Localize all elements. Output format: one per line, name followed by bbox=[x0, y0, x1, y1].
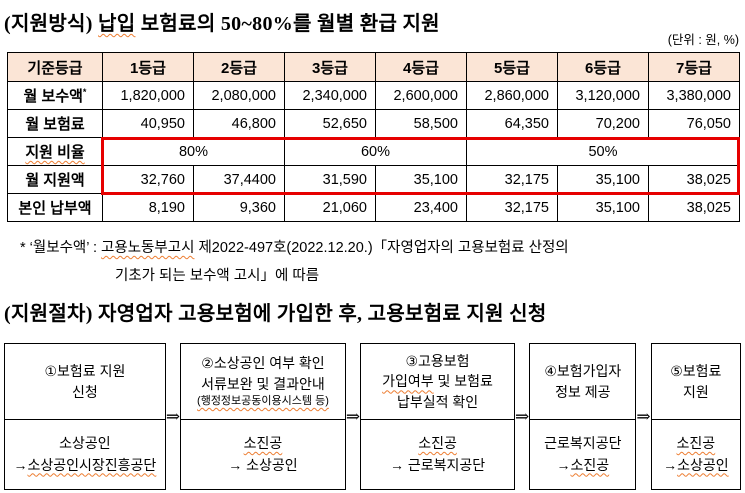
flow-step-4-action: ④보험가입자 정보 제공 bbox=[530, 344, 636, 420]
header-grade-2: 2등급 bbox=[193, 52, 285, 82]
right-arrow-icon: → bbox=[228, 456, 247, 473]
cell-support-3: 31,590 bbox=[284, 165, 376, 194]
flow-step-5: ⑤보험료 지원 소진공 →소상공인 bbox=[650, 343, 742, 490]
flow-arrow-4: ⇒ bbox=[636, 343, 650, 490]
flow-step-1: ①보험료 지원 신청 소상공인 →소상공인시장진흥공단 bbox=[4, 343, 166, 490]
table-header-row: 기준등급 1등급 2등급 3등급 4등급 5등급 6등급 7등급 bbox=[7, 52, 740, 82]
footnote-line-2: 기초가 되는 보수액 고시」에 따름 bbox=[115, 268, 320, 285]
double-arrow-icon: ⇒ bbox=[165, 406, 181, 426]
flow-step-3-actors: 소진공 → 근로복지공단 bbox=[389, 434, 486, 473]
header-grade-4: 4등급 bbox=[375, 52, 467, 82]
footnote-line-1: * ‘월보수액’ : 고용노동부고시 제2022-497호(2022.12.20… bbox=[20, 240, 569, 256]
right-arrow-icon: → bbox=[556, 456, 571, 473]
cell-selfpay-7: 38,025 bbox=[648, 193, 740, 222]
row-self-payment: 본인 납부액 8,190 9,360 21,060 23,400 32,175 … bbox=[7, 193, 740, 222]
flow-arrow-3: ⇒ bbox=[515, 343, 529, 490]
cell-wage-6: 3,120,000 bbox=[557, 81, 649, 110]
asterisk-marker: * bbox=[82, 87, 87, 97]
header-grade-3: 3등급 bbox=[284, 52, 376, 82]
cell-wage-1: 1,820,000 bbox=[102, 81, 194, 110]
flow-step-3: ③고용보험 가입여부 및 보험료 납부실적 확인 소진공 → 근로복지공단 bbox=[360, 343, 515, 490]
cell-support-4: 35,100 bbox=[375, 165, 467, 194]
flow-step-2-action: ②소상공인 여부 확인 서류보완 및 결과안내 (행정정보공동이용시스템 등) bbox=[181, 344, 345, 420]
row-support-ratio: 지원 비율 80% 60% 50% bbox=[7, 137, 740, 166]
cell-wage-2: 2,080,000 bbox=[193, 81, 285, 110]
row-label-support-ratio: 지원 비율 bbox=[7, 137, 103, 166]
row-label-monthly-premium: 월 보험료 bbox=[7, 109, 103, 138]
double-arrow-icon: ⇒ bbox=[514, 406, 530, 426]
cell-wage-3: 2,340,000 bbox=[284, 81, 376, 110]
header-grade-6: 6등급 bbox=[557, 52, 649, 82]
double-arrow-icon: ⇒ bbox=[345, 406, 361, 426]
header-grade-label: 기준등급 bbox=[7, 52, 103, 82]
procedure-title: (지원절차) 자영업자 고용보험에 가입한 후, 고용보험료 지원 신청 bbox=[4, 303, 547, 325]
cell-support-1: 32,760 bbox=[102, 165, 194, 194]
row-label-monthly-support: 월 지원액 bbox=[7, 165, 103, 194]
support-method-title: (지원방식) 납입 보험료의 50~80%를 월별 환급 지원 bbox=[4, 7, 440, 36]
cell-support-5: 32,175 bbox=[466, 165, 558, 194]
support-table: 기준등급 1등급 2등급 3등급 4등급 5등급 6등급 7등급 월 보수액* … bbox=[7, 52, 740, 222]
row-monthly-support: 월 지원액 32,760 37,4400 31,590 35,100 32,17… bbox=[7, 165, 740, 194]
flow-step-1-action: ①보험료 지원 신청 bbox=[5, 344, 165, 420]
cell-premium-1: 40,950 bbox=[102, 109, 194, 138]
cell-support-2: 37,4400 bbox=[193, 165, 285, 194]
flow-arrow-1: ⇒ bbox=[166, 343, 180, 490]
unit-note: (단위 : 원, %) bbox=[667, 33, 739, 47]
flow-step-2: ②소상공인 여부 확인 서류보완 및 결과안내 (행정정보공동이용시스템 등) … bbox=[180, 343, 346, 490]
row-monthly-wage: 월 보수액* 1,820,000 2,080,000 2,340,000 2,6… bbox=[7, 81, 740, 110]
row-label-monthly-wage: 월 보수액* bbox=[7, 81, 103, 110]
cell-selfpay-4: 23,400 bbox=[375, 193, 467, 222]
flow-arrow-2: ⇒ bbox=[346, 343, 360, 490]
cell-selfpay-3: 21,060 bbox=[284, 193, 376, 222]
support-table-wrap: 기준등급 1등급 2등급 3등급 4등급 5등급 6등급 7등급 월 보수액* … bbox=[7, 52, 740, 222]
title1-prefix: (지원방식) bbox=[4, 13, 99, 35]
flow-step-4-actors: 근로복지공단 →소진공 bbox=[544, 434, 622, 473]
flow-step-5-actors: 소진공 →소상공인 bbox=[663, 434, 729, 473]
cell-selfpay-5: 32,175 bbox=[466, 193, 558, 222]
flow-step-2-actors: 소진공 → 소상공인 bbox=[228, 434, 298, 473]
cell-premium-6: 70,200 bbox=[557, 109, 649, 138]
cell-ratio-50: 50% bbox=[466, 137, 740, 166]
header-grade-1: 1등급 bbox=[102, 52, 194, 82]
title1-percent-range: 50~80% bbox=[220, 13, 294, 35]
footnote: * ‘월보수액’ : 고용노동부고시 제2022-497호(2022.12.20… bbox=[20, 234, 569, 291]
flow-step-5-action: ⑤보험료 지원 bbox=[651, 344, 741, 420]
cell-premium-2: 46,800 bbox=[193, 109, 285, 138]
cell-ratio-60: 60% bbox=[284, 137, 467, 166]
cell-premium-7: 76,050 bbox=[648, 109, 740, 138]
cell-selfpay-2: 9,360 bbox=[193, 193, 285, 222]
cell-selfpay-1: 8,190 bbox=[102, 193, 194, 222]
right-arrow-icon: → bbox=[663, 456, 678, 473]
title1-mid: 보험료의 bbox=[135, 13, 221, 35]
header-grade-5: 5등급 bbox=[466, 52, 558, 82]
procedure-flow-diagram: ①보험료 지원 신청 소상공인 →소상공인시장진흥공단 ⇒ ②소상공인 여부 확… bbox=[4, 343, 742, 490]
cell-support-7: 38,025 bbox=[648, 165, 740, 194]
title1-suffix: 를 월별 환급 지원 bbox=[293, 13, 440, 35]
cell-premium-3: 52,650 bbox=[284, 109, 376, 138]
cell-premium-4: 58,500 bbox=[375, 109, 467, 138]
row-monthly-premium: 월 보험료 40,950 46,800 52,650 58,500 64,350… bbox=[7, 109, 740, 138]
cell-wage-7: 3,380,000 bbox=[648, 81, 740, 110]
flow-step-1-actors: 소상공인 →소상공인시장진흥공단 bbox=[13, 434, 157, 473]
flow-step-3-action: ③고용보험 가입여부 및 보험료 납부실적 확인 bbox=[361, 344, 514, 420]
footnote-wavy-word: 고용노동부고시 bbox=[101, 240, 195, 256]
cell-support-6: 35,100 bbox=[557, 165, 649, 194]
cell-wage-4: 2,600,000 bbox=[375, 81, 467, 110]
cell-selfpay-6: 35,100 bbox=[557, 193, 649, 222]
right-arrow-icon: → bbox=[13, 456, 28, 473]
cell-ratio-80: 80% bbox=[102, 137, 285, 166]
double-arrow-icon: ⇒ bbox=[636, 406, 651, 426]
right-arrow-icon: → bbox=[389, 456, 408, 473]
row-label-self-payment: 본인 납부액 bbox=[7, 193, 103, 222]
cell-premium-5: 64,350 bbox=[466, 109, 558, 138]
header-grade-7: 7등급 bbox=[648, 52, 740, 82]
cell-wage-5: 2,860,000 bbox=[466, 81, 558, 110]
title1-word-napip: 납입 bbox=[98, 13, 136, 35]
flow-step-4: ④보험가입자 정보 제공 근로복지공단 →소진공 bbox=[529, 343, 637, 490]
